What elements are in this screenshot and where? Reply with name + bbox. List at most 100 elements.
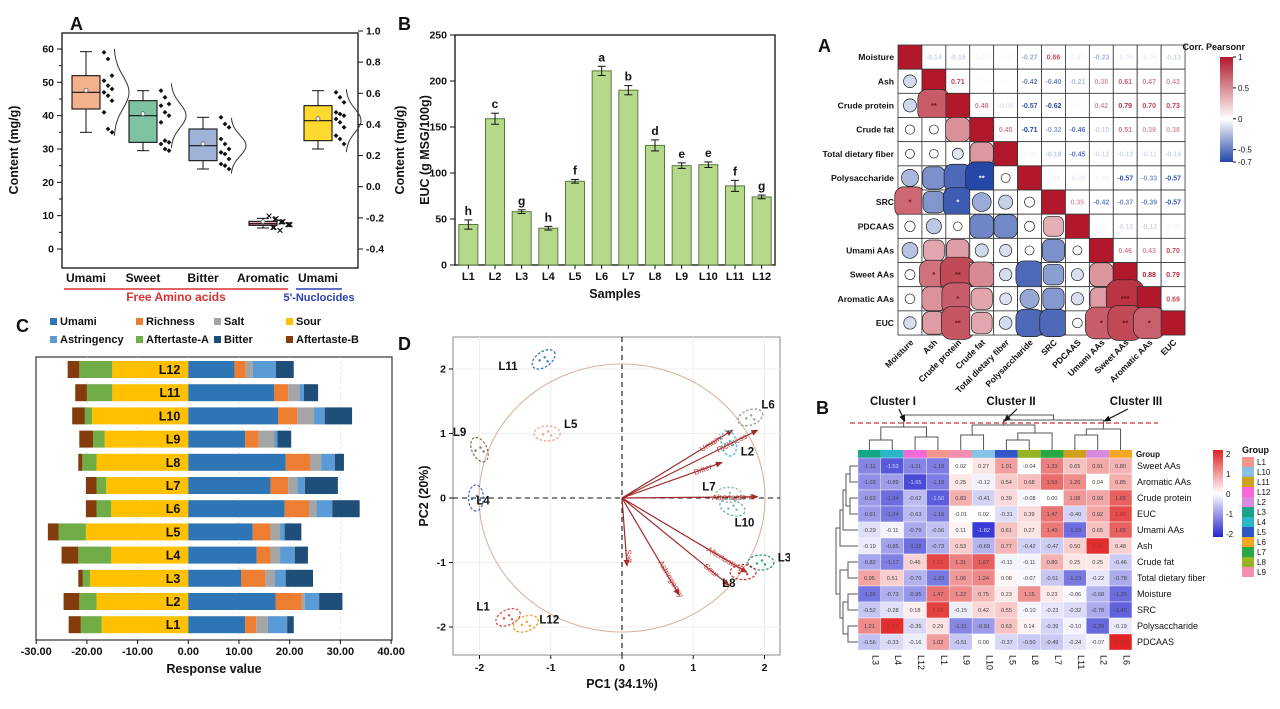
cell-value: 0.85 [1115,480,1126,486]
heatmap-cell: 1.86 [1108,505,1133,523]
cell-value: -0.78 [1114,576,1127,582]
legend-item-aftertaste-a: Aftertaste-A [136,334,209,346]
corr-cell [993,213,1018,239]
cell-value: -1.03 [863,480,876,486]
cell-value: 0.55 [1001,608,1012,614]
heatmap-col-label: L5 [1007,655,1017,665]
corr-cell: 0.06 [1041,165,1066,191]
corr-cell: 0.48 [969,92,995,118]
heatmap-cell: -1.16 [926,505,950,523]
corr-cell [897,262,923,288]
cell-value: 2.18 [1092,544,1103,550]
cell-value: 0.25 [1069,560,1080,566]
cell-value: 0.54 [1001,480,1012,486]
cell-value: 1.53 [1047,480,1058,486]
x-tick: L9 [675,271,688,283]
value-legend-tick: -2 [1226,530,1234,539]
cell-value: -1.11 [863,464,875,470]
heatmap-cell: 0.02 [971,505,996,523]
bar-L7 [618,85,639,266]
heatmap-cell: -0.29 [857,521,882,539]
heatmap-cell: 2.17 [880,617,904,635]
sample-L2: L2 [720,429,754,459]
cell-value: -0.15 [954,608,967,614]
heatmap-cell: 1.02 [926,633,950,651]
cluster-label: Cluster II [986,396,1035,408]
group-legend-swatch-L4 [1242,517,1254,527]
heatmap-cell: 1.08 [1063,489,1087,507]
heatmap-cell: 1.06 [949,569,973,587]
corr-cell [1041,213,1066,239]
cell-value: -0.11 [1000,560,1012,566]
heatmap-cell: -0.19 [1108,617,1133,635]
heatmap-cell: 1.47 [1040,505,1064,523]
corr-value: -0.27 [1022,55,1038,62]
cell-value: -0.56 [863,640,876,646]
stacked-row-L2: L2 [63,593,343,610]
corr-cell [897,117,923,143]
corr-value: -0.37 [1117,200,1133,207]
corr-cell: 0.42 [1088,92,1114,118]
heatmap-cell: -0.12 [971,473,996,491]
y-right-tick: 0.2 [366,150,381,162]
heatmap-cell: 2.29 [1108,633,1133,651]
corr-value: 0.79 [1166,272,1180,279]
heatmap-cell: 0.65 [1086,521,1110,539]
corr-value: 0.05 [1166,224,1180,231]
corr-sig: ** [955,318,961,327]
corr-cell: * [894,186,926,218]
cell-value: 0.77 [1001,544,1012,550]
corr-cell [1088,262,1114,288]
corr-cell: 0.39 [1136,117,1162,143]
corr-col-label: Aromatic AAs [1108,337,1155,384]
heatmap-cell: -0.62 [903,489,927,507]
y-right-tick: 1.0 [366,26,381,38]
group-legend-label: L11 [1257,478,1270,487]
corr-value: -0.15 [1093,127,1109,134]
heatmap-col-label: L4 [893,655,903,665]
corr-value: -0.12 [1093,151,1109,158]
cell-value: -0.37 [1000,640,1013,646]
heatmap-cell: -1.82 [971,521,996,539]
corr-cell [969,189,995,215]
cell-value: -0.35 [909,624,922,630]
corr-cell [945,92,971,118]
heatmap-cell: -0.73 [926,537,950,555]
cell-value: -0.47 [1046,544,1059,550]
corr-cell: 0.03 [993,44,1018,70]
heatmap-cell: -0.32 [1063,601,1087,619]
heatmap-cell: 1.21 [857,617,882,635]
cell-value: -0.95 [909,592,922,598]
corr-cell: 0.47 [1136,68,1162,94]
loading-label: Salt [624,549,634,564]
heatmap-cell: -0.22 [1086,569,1110,587]
panel-b1-label: B [398,14,411,34]
box-category-label: Sweet [126,271,161,285]
corr-value: 0.66 [1047,55,1061,62]
bar-L6 [591,65,612,266]
cell-value: -0.40 [1069,512,1082,518]
heatmap-col-label: L12 [916,655,926,670]
cell-value: 0.48 [1115,544,1126,550]
heatmap-cell: -0.51 [949,633,973,651]
cell-value: 2.17 [887,624,898,630]
legend-label: Sour [296,316,322,328]
cell-value: -0.82 [863,560,876,566]
sig-letter: g [518,194,525,208]
x-tick: L7 [622,271,635,283]
heatmap-cell: -0.15 [949,601,973,619]
ylabel-right: Content (mg/g) [393,106,407,195]
cell-value: 0.27 [978,464,989,470]
corr-value: -0.45 [1069,151,1085,158]
sample-L11: L11 [498,349,556,373]
ylabel: PC2 (20%) [417,465,431,526]
corr-cell: -0.62 [1041,92,1066,118]
heatmap-cell: 1.01 [994,457,1019,475]
heatmap-cell: 1.24 [971,569,996,587]
corr-value: 0.48 [975,103,989,110]
corr-cell [1088,237,1114,263]
corr-value: -0.42 [1022,79,1038,86]
corr-cell: 0.03 [1088,213,1114,239]
corr-cell [921,286,947,312]
heatmap-cell: 0.77 [994,537,1019,555]
